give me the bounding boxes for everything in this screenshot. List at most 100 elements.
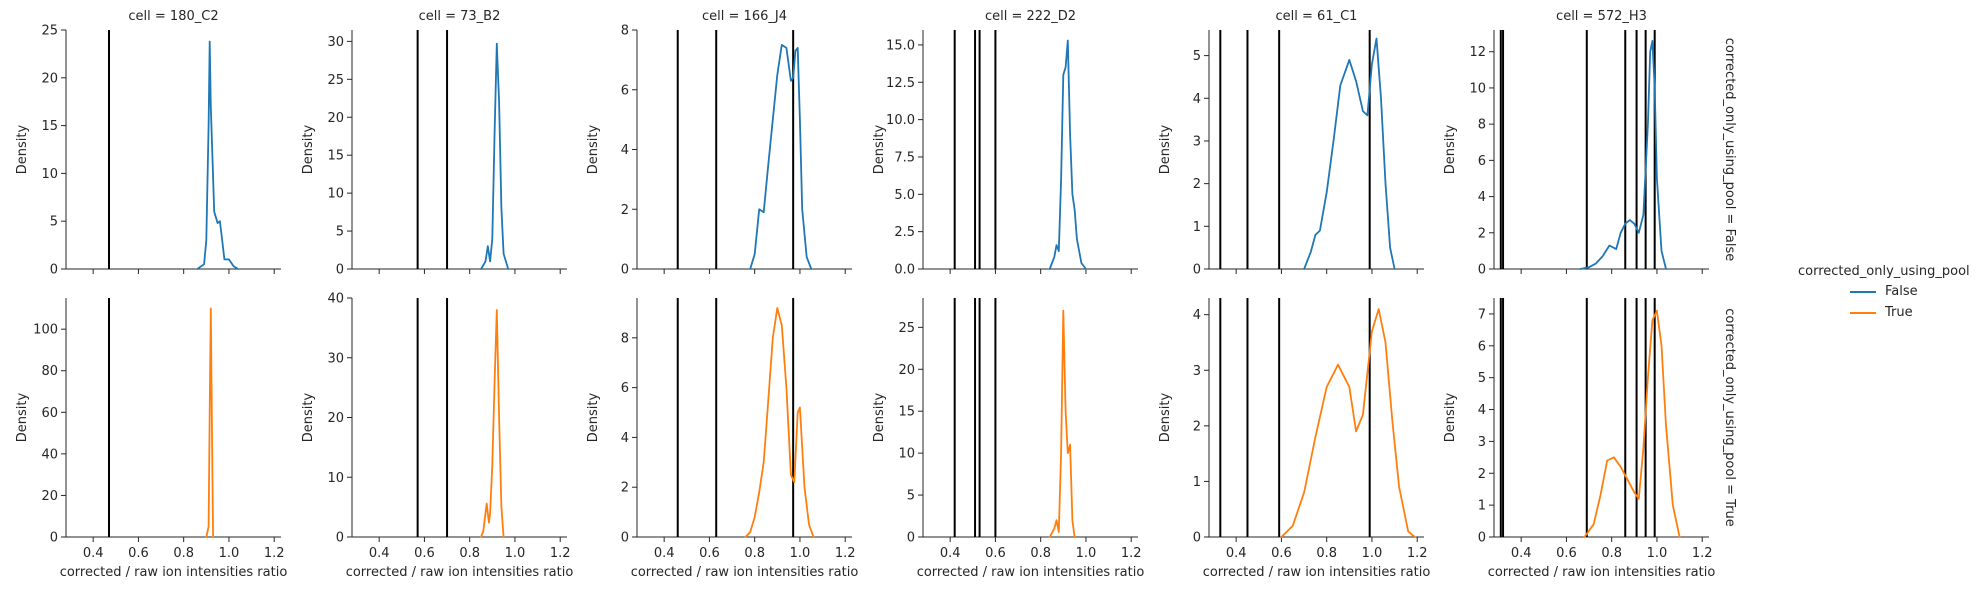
y-tick-label-cell-73-b2-row-1: 10 <box>327 471 344 486</box>
y-tick-label-cell-572-h3-row-1: 2 <box>1478 467 1486 482</box>
y-tick-label-cell-61-c1-row-0: 4 <box>1193 92 1201 107</box>
density-curve-true-cell-222-d2-row-1 <box>1048 309 1076 538</box>
y-tick-label-cell-61-c1-row-1: 3 <box>1193 364 1201 379</box>
x-tick-label-cell-73-b2-row-1: 0.4 <box>369 546 390 561</box>
y-tick-label-cell-222-d2-row-0: 5.0 <box>894 188 915 203</box>
x-axis-label-cell-572-h3: corrected / raw ion intensities ratio <box>1488 565 1716 580</box>
y-tick-label-cell-61-c1-row-1: 1 <box>1193 475 1201 490</box>
y-tick-label-cell-180-c2-row-0: 25 <box>41 24 58 39</box>
y-tick-label-cell-572-h3-row-0: 4 <box>1478 190 1486 205</box>
legend-label-false: False <box>1885 284 1918 299</box>
y-axis-label-cell-572-h3-row-1: Density <box>1443 392 1458 442</box>
y-axis-label-cell-61-c1-row-1: Density <box>1158 392 1173 442</box>
density-curve-false-cell-180-c2-row-0 <box>196 40 239 270</box>
panel-title-cell-166-j4: cell = 166_J4 <box>702 9 787 24</box>
y-tick-label-cell-180-c2-row-1: 80 <box>41 364 58 379</box>
x-tick-label-cell-222-d2-row-1: 0.8 <box>1030 546 1051 561</box>
y-tick-label-cell-180-c2-row-1: 0 <box>50 531 58 546</box>
y-tick-label-cell-180-c2-row-1: 20 <box>41 489 58 504</box>
y-tick-label-cell-73-b2-row-0: 15 <box>327 149 344 164</box>
x-axis-label-cell-73-b2: corrected / raw ion intensities ratio <box>346 565 574 580</box>
y-tick-label-cell-222-d2-row-0: 7.5 <box>894 150 915 165</box>
density-curve-true-cell-166-j4-row-1 <box>744 307 815 538</box>
x-tick-label-cell-222-d2-row-1: 1.2 <box>1121 546 1142 561</box>
y-tick-label-cell-222-d2-row-0: 15.0 <box>886 38 915 53</box>
y-tick-label-cell-166-j4-row-1: 0 <box>621 531 629 546</box>
y-tick-label-cell-222-d2-row-1: 25 <box>898 321 915 336</box>
x-tick-label-cell-166-j4-row-1: 0.4 <box>654 546 675 561</box>
x-tick-label-cell-222-d2-row-1: 1.0 <box>1076 546 1097 561</box>
y-tick-label-cell-61-c1-row-0: 2 <box>1193 177 1201 192</box>
x-tick-label-cell-73-b2-row-1: 1.0 <box>505 546 526 561</box>
x-tick-label-cell-572-h3-row-1: 1.0 <box>1647 546 1668 561</box>
density-curve-false-cell-61-c1-row-0 <box>1303 37 1396 270</box>
y-tick-label-cell-222-d2-row-0: 12.5 <box>886 76 915 91</box>
x-tick-label-cell-166-j4-row-1: 1.2 <box>835 546 856 561</box>
y-tick-label-cell-222-d2-row-0: 10.0 <box>886 113 915 128</box>
y-tick-label-cell-222-d2-row-1: 5 <box>907 489 915 504</box>
panel-title-cell-222-d2: cell = 222_D2 <box>985 9 1076 24</box>
density-curve-true-cell-73-b2-row-1 <box>480 309 505 538</box>
x-tick-label-cell-61-c1-row-1: 1.0 <box>1362 546 1383 561</box>
x-axis-label-cell-222-d2: corrected / raw ion intensities ratio <box>917 565 1145 580</box>
y-tick-label-cell-73-b2-row-1: 20 <box>327 411 344 426</box>
y-tick-label-cell-180-c2-row-0: 20 <box>41 71 58 86</box>
panel-title-cell-73-b2: cell = 73_B2 <box>419 9 501 24</box>
y-tick-label-cell-73-b2-row-1: 40 <box>327 292 344 307</box>
y-axis-label-cell-73-b2-row-0: Density <box>301 124 316 174</box>
y-tick-label-cell-572-h3-row-1: 0 <box>1478 531 1486 546</box>
y-tick-label-cell-166-j4-row-1: 4 <box>621 431 629 446</box>
x-tick-label-cell-180-c2-row-1: 1.0 <box>219 546 240 561</box>
y-tick-label-cell-166-j4-row-0: 6 <box>621 83 629 98</box>
y-tick-label-cell-572-h3-row-0: 8 <box>1478 118 1486 133</box>
y-tick-label-cell-572-h3-row-1: 1 <box>1478 499 1486 514</box>
x-tick-label-cell-61-c1-row-1: 0.8 <box>1316 546 1337 561</box>
y-tick-label-cell-180-c2-row-1: 100 <box>33 323 58 338</box>
density-curve-false-cell-572-h3-row-0 <box>1579 40 1667 270</box>
y-tick-label-cell-73-b2-row-0: 25 <box>327 73 344 88</box>
y-tick-label-cell-572-h3-row-1: 4 <box>1478 403 1486 418</box>
y-tick-label-cell-222-d2-row-0: 2.5 <box>894 225 915 240</box>
y-tick-label-cell-222-d2-row-1: 15 <box>898 405 915 420</box>
y-tick-label-cell-572-h3-row-0: 10 <box>1469 81 1486 96</box>
x-axis-label-cell-61-c1: corrected / raw ion intensities ratio <box>1203 565 1431 580</box>
x-tick-label-cell-166-j4-row-1: 0.6 <box>699 546 720 561</box>
y-tick-label-cell-73-b2-row-0: 0 <box>336 263 344 278</box>
legend-swatch-true <box>1850 311 1876 314</box>
y-tick-label-cell-61-c1-row-0: 3 <box>1193 134 1201 149</box>
density-curve-false-cell-73-b2-row-0 <box>480 42 510 270</box>
x-axis-label-cell-180-c2: corrected / raw ion intensities ratio <box>60 565 288 580</box>
y-axis-label-cell-180-c2-row-1: Density <box>15 392 30 442</box>
legend: corrected_only_using_pool False True <box>1798 264 1980 321</box>
y-tick-label-cell-180-c2-row-0: 10 <box>41 167 58 182</box>
y-tick-label-cell-222-d2-row-1: 20 <box>898 363 915 378</box>
y-tick-label-cell-166-j4-row-1: 6 <box>621 381 629 396</box>
y-tick-label-cell-61-c1-row-1: 2 <box>1193 419 1201 434</box>
y-tick-label-cell-222-d2-row-1: 0 <box>907 531 915 546</box>
x-tick-label-cell-61-c1-row-1: 0.4 <box>1226 546 1247 561</box>
y-tick-label-cell-166-j4-row-1: 8 <box>621 331 629 346</box>
x-tick-label-cell-180-c2-row-1: 0.6 <box>128 546 149 561</box>
y-tick-label-cell-572-h3-row-1: 5 <box>1478 371 1486 386</box>
y-axis-label-cell-166-j4-row-1: Density <box>586 392 601 442</box>
y-tick-label-cell-61-c1-row-0: 1 <box>1193 220 1201 235</box>
density-curve-false-cell-166-j4-row-0 <box>749 44 813 270</box>
y-tick-label-cell-572-h3-row-0: 6 <box>1478 154 1486 169</box>
y-tick-label-cell-180-c2-row-0: 15 <box>41 119 58 134</box>
x-tick-label-cell-572-h3-row-1: 0.6 <box>1556 546 1577 561</box>
x-tick-label-cell-166-j4-row-1: 1.0 <box>790 546 811 561</box>
x-tick-label-cell-180-c2-row-1: 0.4 <box>83 546 104 561</box>
x-tick-label-cell-73-b2-row-1: 0.6 <box>414 546 435 561</box>
y-tick-label-cell-222-d2-row-0: 0.0 <box>894 263 915 278</box>
density-curve-false-cell-222-d2-row-0 <box>1048 39 1087 270</box>
y-tick-label-cell-166-j4-row-0: 0 <box>621 263 629 278</box>
panel-title-cell-180-c2: cell = 180_C2 <box>128 9 218 24</box>
x-tick-label-cell-61-c1-row-1: 0.6 <box>1271 546 1292 561</box>
y-tick-label-cell-572-h3-row-1: 7 <box>1478 307 1486 322</box>
x-tick-label-cell-61-c1-row-1: 1.2 <box>1407 546 1428 561</box>
y-tick-label-cell-73-b2-row-1: 30 <box>327 351 344 366</box>
y-tick-label-cell-73-b2-row-0: 30 <box>327 35 344 50</box>
y-tick-label-cell-61-c1-row-0: 0 <box>1193 263 1201 278</box>
x-tick-label-cell-222-d2-row-1: 0.6 <box>985 546 1006 561</box>
